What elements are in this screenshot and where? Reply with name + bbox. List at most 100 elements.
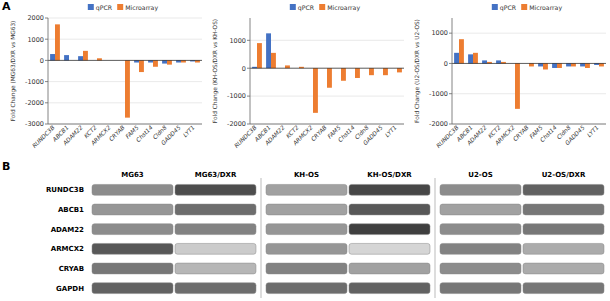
legend-swatch — [319, 4, 325, 10]
band — [266, 224, 347, 235]
bar — [543, 63, 548, 69]
category-label: ADAM22 — [465, 124, 488, 147]
column-header: U2-OS/DXR — [542, 171, 586, 179]
bar — [341, 68, 346, 81]
tick-mark — [449, 124, 452, 125]
category-label: GADD45 — [564, 124, 586, 146]
band — [440, 184, 521, 195]
bar — [83, 51, 88, 61]
group-divider — [261, 178, 262, 298]
axis-label: Fold Change (U2-OS/DXR vs U2-OS) — [414, 19, 421, 123]
bar — [134, 60, 139, 62]
band — [523, 263, 604, 274]
band — [523, 184, 604, 195]
band — [523, 224, 604, 235]
group-divider — [435, 178, 436, 298]
category-label: CRYAB — [310, 124, 328, 142]
tick-label: 2000 — [27, 14, 44, 22]
band — [266, 204, 347, 215]
tick-mark — [449, 33, 452, 34]
tick-mark — [449, 93, 452, 94]
grid-line — [452, 33, 606, 34]
band — [440, 243, 521, 254]
grid-line — [452, 124, 606, 125]
category-label: CRYAB — [108, 124, 126, 142]
x-axis — [250, 124, 404, 125]
category-label: LYT1 — [182, 124, 196, 138]
band — [266, 243, 347, 254]
tick-label: -3000 — [25, 120, 44, 128]
column-header: U2-OS — [468, 171, 492, 179]
band — [175, 243, 256, 254]
legend-label: qPCR — [500, 4, 517, 12]
grid-line — [250, 124, 404, 125]
category-label: Chst14 — [337, 124, 356, 143]
tick-label: 1000 — [431, 29, 448, 37]
tick-label: -2000 — [429, 120, 448, 128]
band — [175, 283, 256, 294]
bar — [181, 60, 186, 62]
legend: qPCRMicroarray — [88, 4, 159, 12]
band — [523, 243, 604, 254]
category-label: CRYAB — [512, 124, 530, 142]
bar — [397, 68, 402, 72]
grid-line — [250, 96, 404, 97]
tick-label: -2000 — [227, 120, 246, 128]
band — [349, 224, 430, 235]
bar — [257, 43, 262, 68]
band — [440, 224, 521, 235]
bar — [50, 54, 55, 60]
band — [92, 283, 173, 294]
bar — [473, 53, 478, 64]
bar-chart: A-3000-2000-1000010002000RUNDC3BABCB1ADA… — [2, 0, 202, 149]
tick-label: 0 — [242, 65, 246, 73]
tick-mark — [45, 102, 48, 103]
band — [349, 184, 430, 195]
zero-line — [48, 60, 202, 61]
row-label: CRYAB — [59, 265, 84, 273]
grid-line — [452, 93, 606, 94]
band — [349, 263, 430, 274]
band — [440, 283, 521, 294]
x-axis — [48, 124, 202, 125]
bar — [162, 60, 167, 63]
band — [92, 243, 173, 254]
bar — [167, 60, 172, 64]
bar — [64, 55, 69, 60]
tick-mark — [247, 68, 250, 69]
category-label: ADAM22 — [263, 124, 286, 147]
bar — [176, 60, 181, 62]
zero-line — [250, 68, 404, 69]
bar — [599, 63, 604, 66]
tick-mark — [247, 40, 250, 41]
figure: A-3000-2000-1000010002000RUNDC3BABCB1ADA… — [0, 0, 610, 301]
tick-label: -1000 — [429, 90, 448, 98]
band — [440, 263, 521, 274]
band — [523, 204, 604, 215]
bar — [285, 65, 290, 68]
bars — [252, 33, 402, 113]
grid-line — [250, 40, 404, 41]
legend-label: Microarray — [327, 4, 360, 12]
bar-chart: -2000-100001000RUNDC3BABCB1ADAM22KCT2ARM… — [414, 4, 606, 150]
tick-mark — [449, 63, 452, 64]
bar — [266, 33, 271, 68]
bar — [355, 68, 360, 78]
axis-label: Fold Change (MG63/DXR vs MG63) — [10, 21, 17, 122]
grid-line — [48, 124, 202, 125]
bar — [148, 60, 153, 62]
tick-label: 0 — [40, 57, 44, 65]
band — [349, 204, 430, 215]
column-header: MG63 — [121, 171, 144, 179]
bar — [468, 54, 473, 63]
bar — [327, 68, 332, 88]
tick-label: 1000 — [27, 36, 44, 44]
tick-label: 0 — [444, 60, 448, 68]
y-axis — [452, 18, 453, 124]
legend-swatch — [88, 4, 94, 10]
bar — [552, 63, 557, 68]
band — [349, 283, 430, 294]
legend-swatch — [117, 4, 123, 10]
axis-label: Fold Change (KH-OS/DXR vs KH-OS) — [212, 19, 219, 123]
band — [92, 224, 173, 235]
